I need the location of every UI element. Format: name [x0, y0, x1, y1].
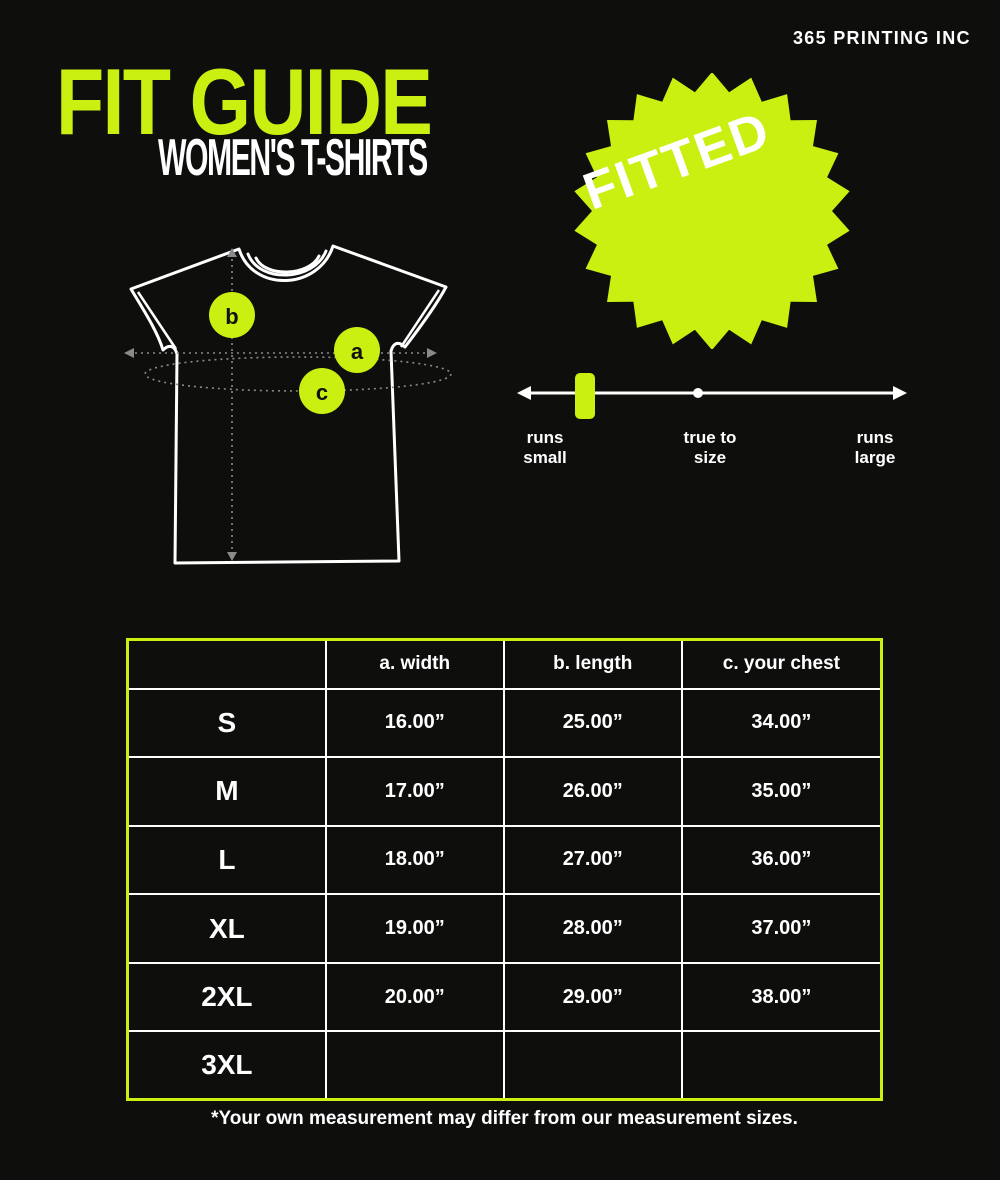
- svg-text:c: c: [316, 380, 328, 405]
- svg-text:a: a: [351, 339, 364, 364]
- svg-text:b: b: [225, 304, 238, 329]
